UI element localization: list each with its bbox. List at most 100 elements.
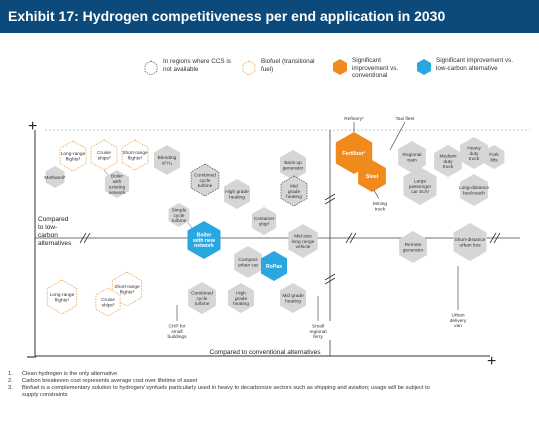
- callout-bg-urban-delivery-van: [444, 309, 472, 330]
- hex-long-range-flights: [46, 279, 78, 315]
- hex-compact-urban-car: [234, 246, 262, 278]
- item-short-distance-urban-bus: Short-distance urban bus: [453, 223, 487, 261]
- item-ropax: RoPax: [261, 251, 287, 281]
- hex-mid-grade-heating: [280, 283, 306, 313]
- leader-line: [389, 121, 406, 151]
- item-simple-cycle-turbine: Simple cycle turbine: [168, 203, 190, 227]
- item-methanol: Methanol¹: [44, 166, 66, 188]
- hex-medium-duty-truck: [434, 145, 462, 177]
- hex-high-grade-heating: [224, 179, 250, 209]
- item-mining-truck: Mining truck: [367, 198, 393, 213]
- item-cruise-ships: Cruise ships³: [90, 139, 118, 171]
- label-cruise-ships: Cruise ships³: [101, 297, 115, 308]
- item-long-range-flights: Long-range flights³: [59, 140, 87, 172]
- label-remote-generator: Remote generator: [403, 242, 424, 253]
- item-boiler-with-new-network: Boiler with new network: [187, 221, 221, 259]
- label-high-grade-heating: High grade heating: [225, 189, 249, 200]
- label-heavy-duty-truck: Heavy duty truck: [467, 145, 481, 162]
- hex-back-up-generator: [280, 150, 306, 180]
- label-mid-grade-heating: Mid grade heating: [286, 183, 302, 200]
- y-axis-label: Compared to low- carbon alternatives: [38, 216, 72, 247]
- item-combined-cycle-turbine: Combined cycle turbine: [190, 163, 220, 197]
- hex-fertilizer: [335, 132, 373, 174]
- hex-boiler-with-new-network: [187, 221, 221, 259]
- label-boiler-with-existing-network: Boiler with existing network: [109, 174, 126, 196]
- legend-biofuel-icon: [242, 60, 256, 76]
- label-methanol: Methanol¹: [44, 175, 66, 181]
- item-steel: Steel: [358, 160, 386, 192]
- callout-bg-chp-for-small-buildings: [162, 320, 192, 341]
- legend-ccs-icon: [144, 60, 158, 76]
- label-short-range-flights: Short-range flights³: [122, 150, 148, 161]
- label-fork-lifts: Fork lifts: [489, 152, 499, 163]
- label-fertilizer: Fertilizer¹: [342, 151, 366, 157]
- label-blending-of-h: Blending of H₂: [158, 155, 177, 166]
- label-container-ship: Container ship³: [254, 216, 275, 227]
- header-bar: Exhibit 17: Hydrogen competitiveness per…: [0, 0, 539, 33]
- item-long-range-flights: Long-range flights³: [46, 279, 78, 315]
- label-long-range-flights: Long-range flights³: [61, 151, 86, 162]
- hex-long-range-flights: [59, 140, 87, 172]
- label-short-range-flights: Short-range flights³: [114, 284, 140, 295]
- item-remote-generator: Remote generator: [399, 231, 427, 263]
- callout-bg-mining-truck: [367, 198, 393, 213]
- callout-bg-refinery: [339, 113, 369, 122]
- page-title: Exhibit 17: Hydrogen competitiveness per…: [8, 8, 446, 24]
- item-mid-grade-heating: Mid grade heating: [280, 175, 308, 207]
- x-plus-sign: +: [487, 353, 496, 370]
- y-plus-sign: +: [28, 118, 37, 135]
- label-cruise-ships: Cruise ships³: [97, 150, 111, 161]
- label-large-passenger-car-suv: Large passenger car SUV: [409, 178, 432, 195]
- item-combined-cycle-turbine: Combined cycle turbine: [188, 282, 216, 314]
- item-long-distance-bus-coach: Long-distance bus/coach: [459, 174, 489, 206]
- item-taxi-fleet: Taxi fleet: [390, 113, 420, 122]
- hex-heavy-duty-truck: [460, 137, 488, 169]
- label-mid-grade-heating: Mid grade heating: [282, 293, 304, 304]
- item-medium-duty-truck: Medium duty truck: [434, 145, 462, 177]
- legend-biofuel-label: Biofuel (transitional fuel): [261, 58, 315, 73]
- hex-container-ship: [251, 207, 277, 235]
- item-compact-urban-car: Compact urban car: [234, 246, 262, 278]
- hex-regional-train: [398, 141, 426, 173]
- label-small-regional-ferry: Small regional ferry: [309, 323, 326, 340]
- hex-steel: [358, 160, 386, 192]
- label-steel: Steel: [366, 174, 379, 180]
- hex-large-passenger-car-suv: [403, 167, 437, 205]
- y-minus-sign: –: [27, 348, 36, 365]
- hex-methanol: [45, 166, 65, 188]
- hex-blending-of-h: [154, 145, 180, 175]
- hex-simple-cycle-turbine: [168, 203, 190, 227]
- item-regional-train: Regional train: [398, 141, 426, 173]
- item-mid-size-long-range-vehicle: Mid-size long range vehicle: [288, 224, 318, 258]
- footnote-1: 1. Clean hydrogen is the only alternative: [8, 371, 118, 377]
- item-high-grade-heating: High grade heating: [228, 283, 254, 313]
- callout-bg-small-regional-ferry: [304, 320, 332, 341]
- label-short-distance-urban-bus: Short-distance urban bus: [455, 237, 486, 248]
- item-small-regional-ferry: Small regional ferry: [304, 320, 332, 341]
- label-simple-cycle-turbine: Simple cycle turbine: [172, 207, 187, 224]
- hex-boiler-with-existing-network: [104, 170, 130, 198]
- callout-bg-taxi-fleet: [390, 113, 420, 122]
- label-mining-truck: Mining truck: [373, 201, 387, 212]
- hex-mid-grade-heating: [280, 175, 308, 207]
- hex-combined-cycle-turbine: [190, 163, 220, 197]
- item-fork-lifts: Fork lifts: [483, 145, 505, 169]
- label-refinery: Refinery¹: [344, 116, 364, 122]
- legend-ccs-label: In regions where CCS is not available: [163, 58, 231, 73]
- label-long-range-flights: Long-range flights³: [50, 292, 75, 303]
- item-high-grade-heating: High grade heating: [224, 179, 250, 209]
- item-chp-for-small-buildings: CHP for small buildings: [162, 320, 192, 341]
- connector-line: [103, 169, 110, 177]
- item-heavy-duty-truck: Heavy duty truck: [460, 137, 488, 169]
- label-long-distance-bus-coach: Long-distance bus/coach: [459, 185, 489, 196]
- item-mid-grade-heating: Mid grade heating: [280, 283, 306, 313]
- legend-low-carbon-icon: [417, 59, 431, 75]
- footnote-3: 3. Biofuel is a complementary solution to…: [8, 385, 430, 391]
- label-taxi-fleet: Taxi fleet: [396, 116, 416, 122]
- footnote-2: 2. Carbon breakeven cost represents avera…: [8, 378, 198, 384]
- label-combined-cycle-turbine: Combined cycle turbine: [191, 290, 213, 307]
- legend-conventional-label: Significant improvement vs. conventional: [352, 57, 399, 79]
- label-boiler-with-new-network: Boiler with new network: [192, 232, 216, 249]
- hex-fork-lifts: [483, 145, 505, 169]
